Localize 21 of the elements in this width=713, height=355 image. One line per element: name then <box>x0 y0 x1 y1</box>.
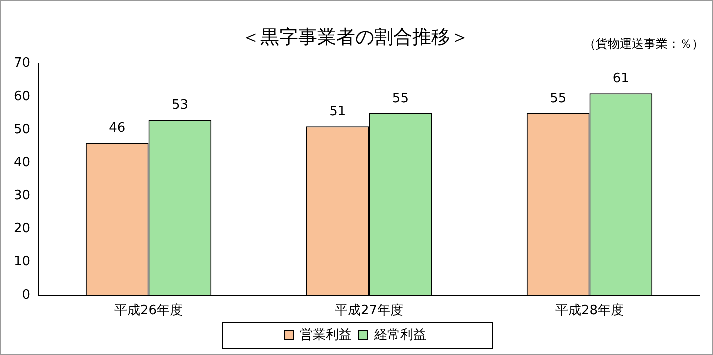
y-tick-label: 30 <box>14 188 31 204</box>
chart-title: ＜黒字事業者の割合推移＞ <box>242 26 470 48</box>
data-label: 55 <box>550 91 567 106</box>
data-label: 51 <box>330 104 346 120</box>
y-tick-label: 20 <box>14 222 31 237</box>
y-tick-label: 60 <box>14 89 31 104</box>
y-tick-label: 0 <box>22 288 31 303</box>
data-label: 53 <box>172 98 188 113</box>
data-label: 46 <box>109 121 126 136</box>
x-tick-label: 平成28年度 <box>555 302 624 319</box>
data-label: 61 <box>612 71 630 86</box>
y-tick-label: 70 <box>14 56 31 72</box>
x-tick-label: 平成26年度 <box>114 302 184 319</box>
data-label: 55 <box>392 91 409 106</box>
y-tick-label: 40 <box>14 155 31 170</box>
legend-label: 経常利益 <box>374 328 426 343</box>
y-tick-label: 50 <box>14 122 31 138</box>
text: （貨物運送事業：％） <box>584 37 704 52</box>
legend-label: 営業利益 <box>300 328 352 343</box>
x-tick-label: 平成27年度 <box>335 302 404 319</box>
y-tick-label: 10 <box>14 254 31 270</box>
